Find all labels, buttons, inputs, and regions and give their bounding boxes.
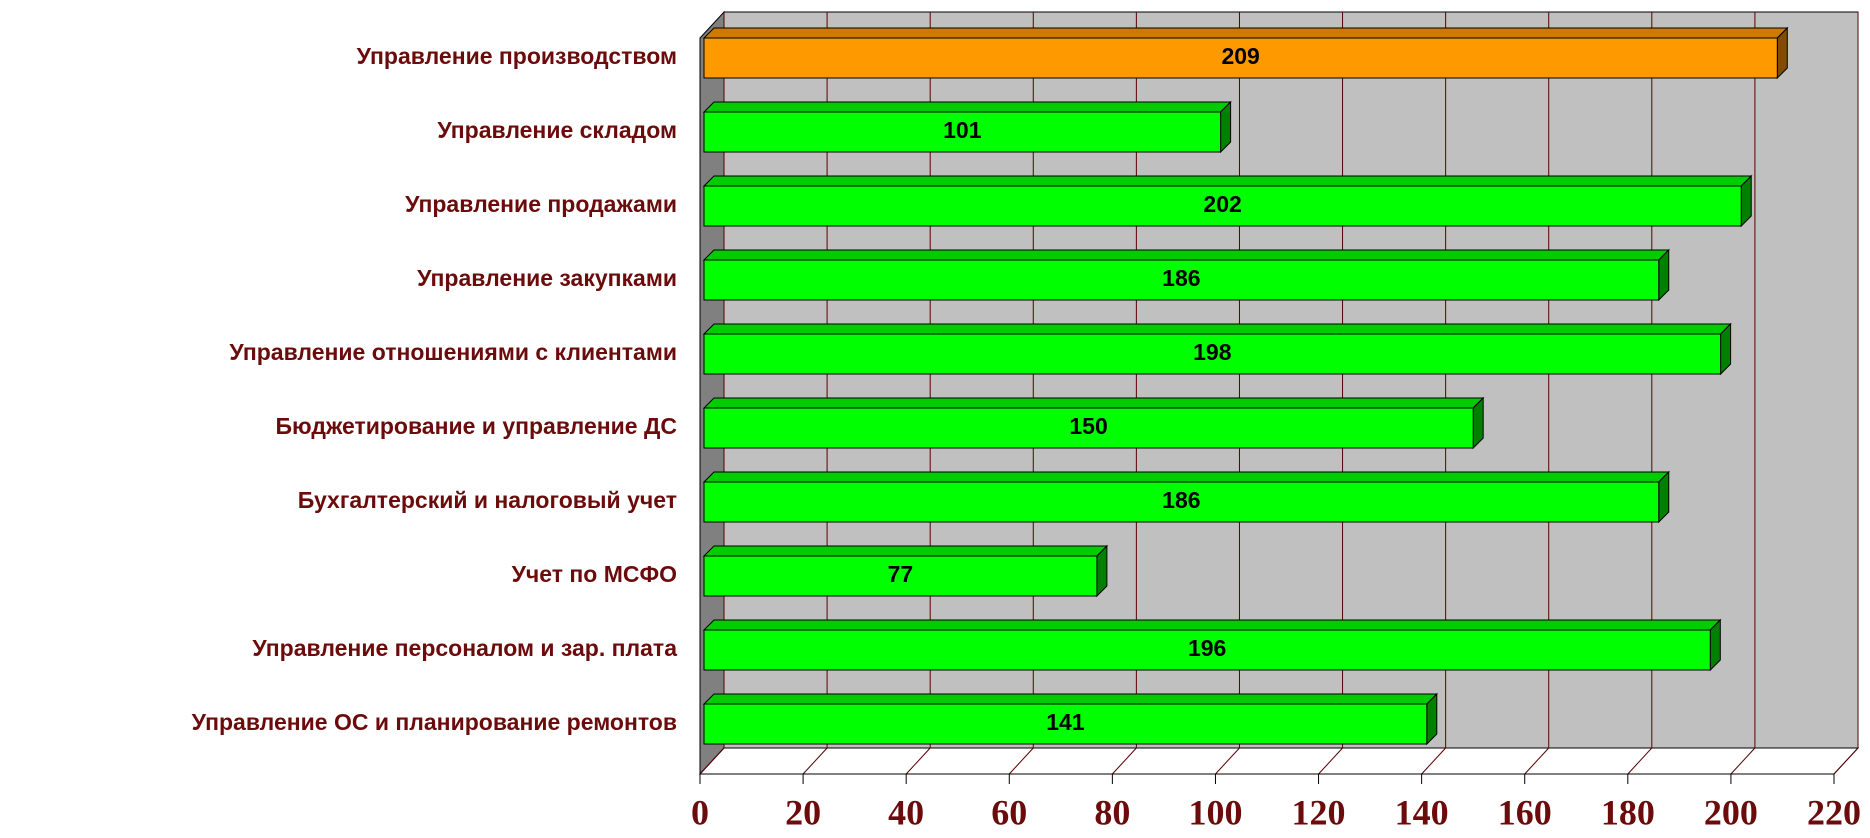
y-tick-label: Бухгалтерский и налоговый учет [298,487,677,513]
floor-grid-line [1627,747,1653,775]
x-tick-label: 40 [888,792,924,832]
value-label: 186 [1162,265,1200,291]
bar-face [703,333,1722,375]
value-label: 77 [888,561,914,587]
bar [702,692,1438,746]
floor-grid-line [1524,747,1550,775]
value-label: 202 [1203,191,1241,217]
x-tick-label: 160 [1498,792,1552,832]
bar [702,248,1670,302]
x-tick-label: 60 [991,792,1027,832]
bar-face [703,111,1222,153]
floor-grid-line [1421,747,1447,775]
bar-face [703,481,1660,523]
bar [702,322,1732,376]
x-tick-label: 100 [1188,792,1242,832]
floor-grid-line [1730,747,1756,775]
value-label: 101 [943,117,982,143]
x-tick-label: 80 [1094,792,1130,832]
floor-grid-line [802,747,828,775]
bar-face [702,249,1670,261]
bar-face [703,555,1098,597]
floor-grid-line [699,747,725,775]
x-tick-label: 0 [691,792,709,832]
floor-grid-line [1008,747,1034,775]
bar-face [702,619,1722,631]
y-tick-label: Управление персоналом и зар. плата [252,635,677,661]
y-tick-label: Управление производством [357,43,677,69]
value-label: 209 [1221,43,1259,69]
bar-face [703,37,1778,79]
bar-face [703,259,1660,301]
bar-face [703,407,1474,449]
value-label: 186 [1162,487,1200,513]
y-tick-label: Управление отношениями с клиентами [229,339,677,365]
bar-face [702,175,1753,187]
x-tick-label: 180 [1601,792,1655,832]
bar-face [702,101,1232,113]
bar-face [702,693,1438,705]
bar [702,618,1722,672]
bar-face [702,323,1732,335]
floor-grid-line [1318,747,1343,775]
bar [702,470,1670,524]
floor-grid-line [905,747,931,775]
value-label: 198 [1193,339,1232,365]
x-tick-label: 140 [1395,792,1449,832]
y-tick-label: Управление закупками [417,265,677,291]
bar [702,544,1109,598]
bar [702,396,1485,450]
bar [702,26,1789,80]
bar-face [703,185,1742,227]
x-tick-label: 200 [1704,792,1758,832]
y-tick-label: Учет по МСФО [512,561,677,587]
y-tick-label: Управление ОС и планирование ремонтов [192,709,677,735]
x-tick-label: 220 [1807,792,1861,832]
floor-grid-line [1215,747,1240,775]
floor-grid-line [1111,747,1137,775]
bar-face [702,397,1485,409]
value-label: 150 [1069,413,1107,439]
y-tick-label: Управление складом [437,117,677,143]
y-tick-label: Бюджетирование и управление ДС [275,413,677,439]
x-tick-label: 20 [785,792,821,832]
floor-grid-line [1833,747,1859,775]
value-label: 141 [1046,709,1085,735]
bar-face [702,545,1109,557]
value-label: 196 [1188,635,1226,661]
floor [698,747,1860,775]
bar [702,174,1753,228]
bar-face [703,703,1428,745]
bar-face [702,27,1789,39]
bar [702,100,1232,154]
y-tick-label: Управление продажами [405,191,677,217]
bar-face [703,629,1711,671]
x-tick-label: 120 [1292,792,1346,832]
bar-face [702,471,1670,483]
